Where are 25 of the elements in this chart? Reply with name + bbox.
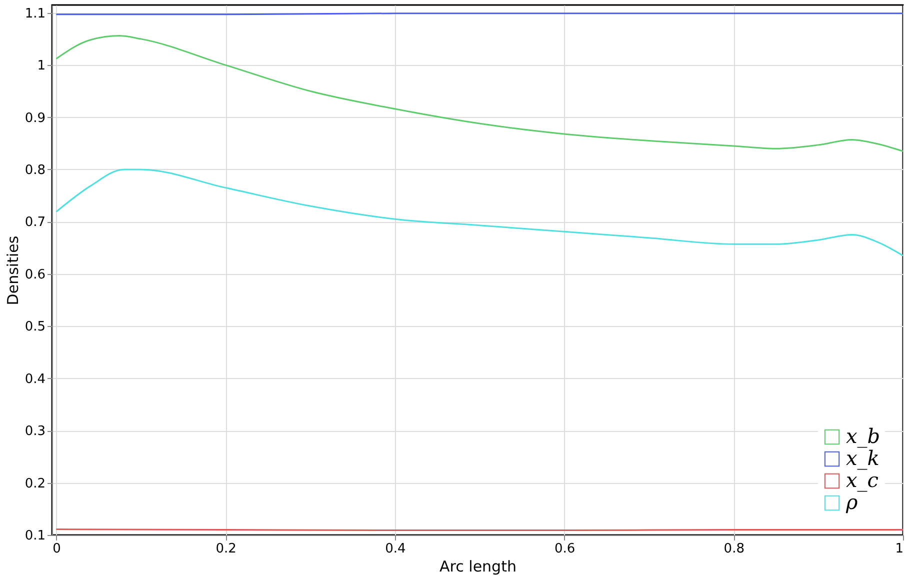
y-tick-label: 0.4	[24, 372, 46, 387]
y-tick-label: 0.2	[24, 476, 46, 492]
x-tick-label: 0.2	[216, 542, 236, 556]
y-tick-label: 1	[37, 58, 46, 74]
y-tick-label: 0.1	[24, 528, 46, 544]
y-tick-label: 0.7	[24, 215, 46, 230]
y-tick-label: 0.9	[24, 110, 46, 126]
y-tick-label: 0.8	[24, 162, 46, 178]
y-tick-label: 0.5	[24, 320, 46, 335]
x-tick-label: 0	[52, 542, 61, 556]
legend-label: x_k	[846, 446, 880, 470]
y-axis-title: Densities	[4, 236, 22, 306]
y-tick-label: 0.3	[24, 424, 46, 440]
y-tick-label: 1.1	[24, 6, 46, 22]
x-tick-label: 0.8	[724, 542, 744, 556]
legend-label: ρ	[845, 490, 858, 514]
legend-label: x_b	[846, 424, 880, 448]
x-axis-title: Arc length	[440, 558, 516, 576]
line-series	[55, 35, 904, 152]
y-tick-label: 0.6	[24, 267, 46, 282]
line-series	[55, 168, 904, 256]
x-tick-label: 1	[895, 542, 904, 556]
x-tick-label: 0.6	[554, 542, 576, 556]
x-tick-label: 0.4	[385, 542, 406, 556]
legend-label: x_c	[846, 468, 878, 492]
